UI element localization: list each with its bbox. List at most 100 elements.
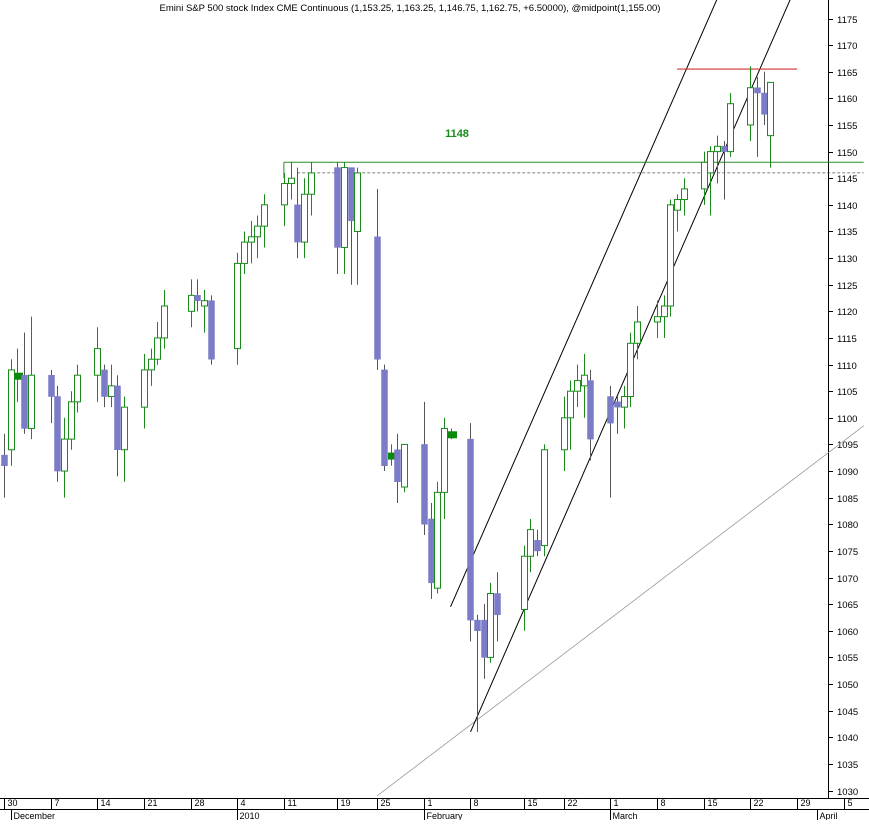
candle-body-down [334,167,341,248]
candle-body-up [521,555,528,610]
candle [487,582,494,663]
candle [494,572,501,642]
month-label: 2010 [240,811,260,820]
candle-body-down [394,449,401,482]
candle-body-up [301,193,308,243]
candle-body-up [747,87,754,126]
x-tick-label: 30 [8,798,18,808]
candle-body-up [188,294,195,312]
y-tick-label: 1065 [837,600,858,611]
y-tick-label: 1160 [837,94,857,105]
candle [521,545,528,631]
y-tick-label: 1075 [837,547,858,558]
candle [707,146,714,216]
month-label: April [820,811,838,820]
candle [401,443,408,493]
x-tick-label: 15 [708,798,718,808]
candle-body-down [587,380,594,440]
candle-body-up [234,262,241,350]
y-tick-label: 1130 [837,254,857,265]
y-tick-label: 1055 [837,653,858,664]
month-label: December [14,811,56,820]
candle-body-up [254,225,261,238]
candle-body-down [614,401,621,408]
long-term-trendline [376,425,864,797]
candle-body-up [574,380,581,392]
candle-body-up [634,321,641,344]
candle-body-down [348,167,355,222]
candle-body-down [607,396,614,424]
y-tick-label: 1030 [837,787,858,798]
candle [714,135,721,184]
candle [701,151,708,205]
candle-body-up [541,449,548,547]
candle [288,162,295,200]
y-tick-label: 1165 [837,68,857,79]
candle-body-doji [448,431,457,439]
y-tick-label: 1035 [837,760,858,771]
x-tick-label: 21 [148,798,158,808]
candle-body-up [261,204,268,227]
candle-body-up [441,427,448,493]
candle [474,614,481,732]
candle-body-up [94,348,101,376]
x-tick-label: 22 [754,798,764,808]
x-tick-label: 1 [428,798,433,808]
candle-body-down [101,369,108,397]
candle [381,364,388,472]
candle [374,188,381,370]
candle-body-down [428,518,435,584]
candle-body-up [341,167,348,248]
candle-body-up [627,342,634,398]
y-tick-label: 1135 [837,227,857,238]
x-tick-label: 28 [195,798,205,808]
candle [248,220,255,264]
candle [587,369,594,461]
candle-body-up [621,396,628,408]
candle-body-down [481,619,488,658]
candle-body-up [141,369,148,408]
y-tick-label: 1040 [837,733,858,744]
candle [94,327,101,402]
candle [681,178,688,216]
candle-body-up [161,305,168,339]
candle [541,444,548,557]
candle [161,290,168,349]
candle [334,162,341,275]
y-tick-label: 1080 [837,520,858,531]
x-tick-label: 22 [568,798,578,808]
candle-body-down [48,374,55,397]
support-level-label: 1148 [445,128,469,140]
candle-body-up [201,300,208,307]
candle [68,391,75,450]
candle-body-up [248,236,255,243]
candle [28,316,35,440]
candle [261,194,268,248]
candle [667,199,674,317]
y-tick-label: 1050 [837,680,858,691]
candle-body-down [494,593,501,616]
candle [121,396,128,482]
y-tick-label: 1095 [837,440,858,451]
candle-body-up [241,241,248,264]
candle-body-up [401,443,408,488]
candle [607,385,614,498]
y-tick-label: 1090 [837,467,858,478]
candle-body-up [288,177,295,185]
candle-body-up [74,374,81,403]
x-tick-label: 8 [661,798,666,808]
x-tick-label: 7 [55,798,60,808]
candle [208,295,215,365]
y-tick-label: 1060 [837,627,858,638]
x-tick-label: 1 [614,798,619,808]
x-tick-label: 4 [241,798,246,808]
y-tick-label: 1140 [837,201,857,212]
x-tick-label: 29 [801,798,811,808]
candle-body-up [281,183,288,206]
candle-body-up [561,417,568,451]
candle [61,417,68,498]
candle [448,428,457,440]
candle-body-up [681,188,688,201]
